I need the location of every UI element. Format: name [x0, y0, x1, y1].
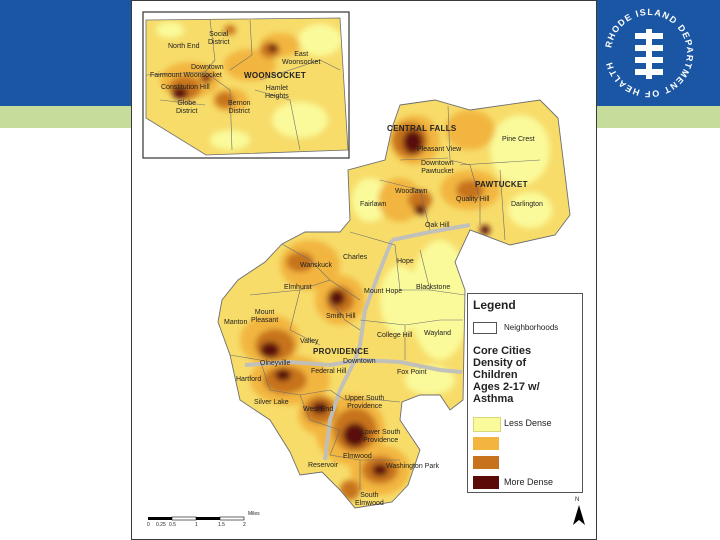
- label-college-hill: College Hill: [377, 332, 413, 339]
- legend-title: Legend: [473, 298, 516, 312]
- label-quality-hill: Quality Hill: [456, 196, 490, 203]
- label-manton: Manton: [224, 319, 248, 326]
- scale-tick-1: 0.25: [156, 522, 166, 528]
- label-mount-pleasant: Mount Pleasant: [251, 309, 279, 324]
- map-legend: Legend Neighborhoods Core Cities Density…: [467, 293, 583, 493]
- legend-swatch-class-3: [473, 456, 499, 469]
- label-hope: Hope: [397, 258, 414, 265]
- label-fox-point: Fox Point: [397, 369, 427, 376]
- label-lower-south-providence: Lower South Providence: [361, 429, 401, 444]
- label-east-woonsocket: East Woonsocket: [282, 51, 321, 66]
- scale-tick-5: 2: [243, 522, 246, 528]
- label-elmhurst: Elmhurst: [284, 284, 312, 291]
- label-blackstone: Blackstone: [416, 284, 451, 291]
- label-globe-district: Globe District: [176, 100, 198, 115]
- legend-neighborhood-label: Neighborhoods: [504, 323, 559, 332]
- label-north-end: North End: [168, 43, 200, 50]
- label-valley: Valley: [300, 338, 319, 345]
- legend-label-less-dense: Less Dense: [504, 418, 552, 428]
- label-downtown-providence: Downtown: [343, 358, 376, 365]
- scale-unit: Miles: [248, 511, 260, 517]
- legend-swatch-less-dense: [473, 417, 501, 432]
- north-arrow-icon: N: [571, 497, 587, 525]
- label-woodlawn: Woodlawn: [395, 188, 428, 195]
- label-elmwood: Elmwood: [343, 453, 372, 460]
- label-wanskuck: Wanskuck: [300, 262, 333, 269]
- label-smith-hill: Smith Hill: [326, 313, 356, 320]
- inset-boundaries: [145, 19, 341, 151]
- label-south-elmwood: South Elmwood: [355, 492, 384, 507]
- label-mount-hope: Mount Hope: [364, 288, 403, 295]
- legend-swatch-class-2: [473, 437, 499, 450]
- label-woonsocket: WOONSOCKET: [244, 71, 307, 80]
- label-darlington: Darlington: [511, 201, 543, 208]
- label-federal-hill: Federal Hill: [311, 368, 347, 375]
- label-bernon-district: Bernon District: [228, 100, 251, 115]
- core-cities-outline: [217, 99, 571, 509]
- ri-doh-seal-icon: RHODE ISLAND DEPARTMENT OF HEALTH: [603, 7, 694, 99]
- scale-tick-4: 1.5: [218, 522, 225, 528]
- label-olneyville: Olneyville: [260, 360, 291, 367]
- legend-neighborhood-swatch: [473, 322, 497, 334]
- label-charles: Charles: [343, 254, 368, 261]
- label-upper-south-providence: Upper South Providence: [345, 395, 385, 410]
- scale-tick-2: 0.5: [169, 522, 176, 528]
- neighborhood-boundaries: [229, 105, 541, 490]
- label-downtown-inset: Downtown: [191, 64, 224, 71]
- label-reservoir: Reservoir: [308, 462, 338, 469]
- north-arrow-label: N: [575, 497, 580, 503]
- label-hamlet-heights: Hamlet Heights: [265, 85, 289, 100]
- label-fairlawn: Fairlawn: [360, 201, 387, 208]
- label-constitution-hill: Constitution Hill: [161, 84, 210, 91]
- legend-label-more-dense: More Dense: [504, 477, 554, 487]
- legend-swatch-more-dense: [473, 476, 499, 489]
- label-pawtucket: PAWTUCKET: [475, 180, 528, 189]
- label-silver-lake: Silver Lake: [254, 399, 289, 406]
- label-west-end: West End: [303, 406, 334, 413]
- label-pine-crest: Pine Crest: [502, 136, 535, 143]
- legend-subtitle: Core Cities Density of Children Ages 2-1…: [473, 345, 540, 405]
- label-pleasant-view: Pleasant View: [417, 146, 462, 153]
- label-downtown-pawtucket: Downtown Pawtucket: [421, 160, 454, 175]
- scale-bar: [148, 516, 245, 521]
- label-washington-park: Washington Park: [386, 463, 440, 470]
- label-providence: PROVIDENCE: [313, 347, 369, 356]
- main-density-surface: [218, 100, 570, 508]
- label-social-district: Social District: [208, 31, 230, 46]
- label-central-falls: CENTRAL FALLS: [387, 124, 457, 133]
- label-oak-hill: Oak Hill: [425, 222, 450, 229]
- label-fairmount-woonsocket: Fairmount Woonsocket: [150, 72, 222, 79]
- inset-density-surface: [146, 18, 348, 155]
- label-wayland: Wayland: [424, 330, 451, 337]
- scale-tick-0: 0: [147, 522, 150, 528]
- highways: [244, 223, 471, 461]
- scale-tick-3: 1: [195, 522, 198, 528]
- label-hartford: Hartford: [236, 376, 262, 383]
